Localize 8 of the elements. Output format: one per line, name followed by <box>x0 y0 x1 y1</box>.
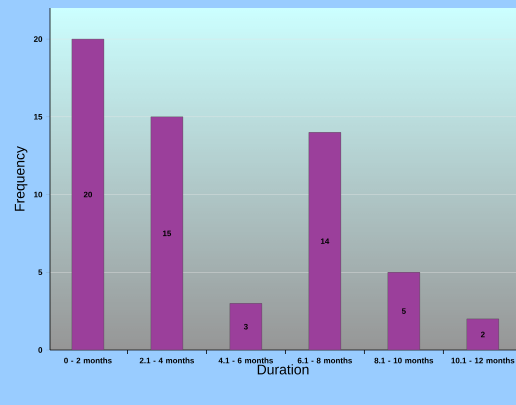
bar <box>150 116 184 350</box>
bar <box>388 272 420 350</box>
bar <box>72 38 104 350</box>
x-axis-title: Duration <box>258 364 308 374</box>
bar <box>466 318 500 350</box>
bar <box>308 132 342 350</box>
bar <box>230 303 262 350</box>
y-axis-title: Frequency <box>14 146 28 211</box>
